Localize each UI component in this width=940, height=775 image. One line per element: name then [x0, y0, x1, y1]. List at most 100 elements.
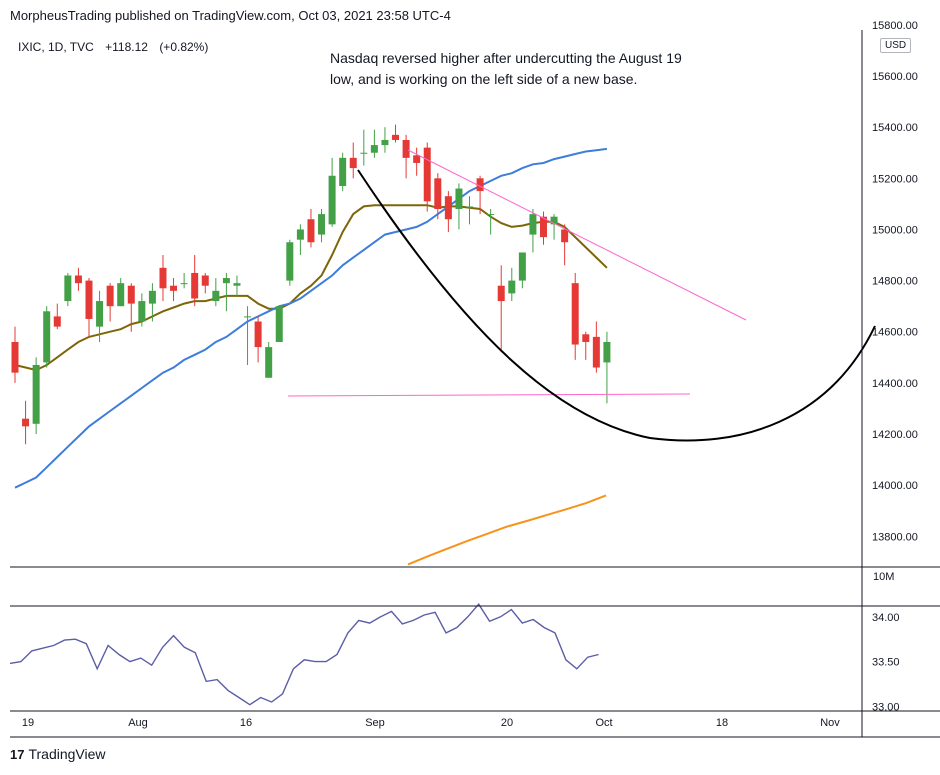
candle[interactable]	[191, 255, 199, 307]
candle[interactable]	[339, 152, 347, 192]
price-tick-label: 15000.00	[872, 224, 918, 236]
candle[interactable]	[85, 278, 93, 337]
price-tick-label: 14200.00	[872, 429, 918, 441]
date-tick-label: 20	[501, 717, 513, 729]
indicator-tick-label: 34.00	[872, 612, 900, 624]
candle[interactable]	[96, 290, 104, 342]
price-tick-label: 14400.00	[872, 378, 918, 390]
candle[interactable]	[74, 267, 82, 291]
candle[interactable]	[64, 272, 72, 307]
candle[interactable]	[423, 142, 431, 212]
candle[interactable]	[603, 331, 611, 404]
candle[interactable]	[360, 129, 368, 166]
candle[interactable]	[53, 303, 61, 330]
candle[interactable]	[254, 316, 262, 363]
moving-average-mid	[14, 147, 608, 489]
date-tick-label: 19	[22, 717, 34, 729]
base-curve	[357, 169, 876, 442]
price-tick-label: 14800.00	[872, 276, 918, 288]
publisher-header: MorpheusTrading published on TradingView…	[10, 8, 451, 23]
candle[interactable]	[32, 357, 40, 435]
candle[interactable]	[117, 278, 125, 307]
candle[interactable]	[476, 175, 484, 215]
price-change: +118.12	[105, 40, 148, 54]
candle[interactable]	[43, 306, 51, 368]
support-line	[287, 393, 691, 397]
candle[interactable]	[11, 326, 19, 383]
annotation-line-1: Nasdaq reversed higher after undercuttin…	[330, 50, 682, 66]
candle[interactable]	[244, 306, 252, 365]
candle[interactable]	[561, 224, 569, 266]
candle[interactable]	[148, 283, 156, 322]
candle[interactable]	[180, 272, 188, 289]
candle[interactable]	[571, 272, 579, 360]
tradingview-logo-icon: 17	[10, 746, 25, 762]
candle[interactable]	[540, 211, 547, 245]
date-tick-label: Sep	[365, 717, 385, 729]
candle[interactable]	[508, 267, 516, 302]
candle[interactable]	[307, 209, 315, 248]
price-tick-label: 13800.00	[872, 531, 918, 543]
moving-average-long	[407, 494, 607, 566]
symbol-info: IXIC, 1D, TVC	[18, 40, 94, 54]
candle[interactable]	[413, 147, 421, 176]
candle[interactable]	[349, 142, 357, 179]
candle[interactable]	[434, 173, 442, 220]
chart-frame	[10, 30, 940, 738]
candle[interactable]	[529, 209, 537, 253]
date-tick-label: Nov	[820, 717, 840, 729]
candle[interactable]	[466, 196, 474, 225]
indicator-tick-label: 33.00	[872, 702, 900, 714]
candle[interactable]	[402, 134, 410, 179]
date-tick-label: 16	[240, 717, 252, 729]
currency-badge[interactable]: USD	[880, 38, 912, 53]
candle[interactable]	[106, 283, 114, 322]
price-change-pct: (+0.82%)	[159, 40, 209, 54]
candle[interactable]	[201, 272, 209, 294]
resistance-trendline	[407, 149, 747, 321]
candle[interactable]	[370, 129, 378, 158]
indicator-tick-label: 33.50	[872, 657, 900, 669]
price-tick-label: 15200.00	[872, 173, 918, 185]
price-tick-label: 15800.00	[872, 20, 918, 32]
candle[interactable]	[286, 239, 294, 286]
candle[interactable]	[381, 127, 389, 153]
tradingview-brand: TradingView	[28, 746, 106, 762]
tradingview-footer[interactable]: 17 TradingView	[10, 746, 106, 762]
price-tick-label: 14000.00	[872, 480, 918, 492]
candle[interactable]	[212, 278, 220, 307]
candle[interactable]	[318, 209, 326, 243]
annotation-line-2: low, and is working on the left side of …	[330, 71, 638, 87]
candle[interactable]	[550, 214, 558, 240]
trendlines	[287, 149, 876, 442]
candle[interactable]	[497, 265, 505, 353]
candle[interactable]	[444, 191, 452, 233]
price-tick-label: 15400.00	[872, 122, 918, 134]
candle[interactable]	[127, 283, 135, 332]
candle[interactable]	[328, 157, 336, 227]
candle[interactable]	[138, 293, 146, 327]
candle[interactable]	[265, 341, 273, 378]
price-tick-label: 14600.00	[872, 327, 918, 339]
candle[interactable]	[455, 183, 463, 230]
candle[interactable]	[582, 331, 590, 360]
date-tick-label: 18	[716, 717, 728, 729]
candle[interactable]	[518, 252, 526, 289]
date-tick-label: Oct	[595, 717, 612, 729]
price-tick-label: 15600.00	[872, 71, 918, 83]
moving-average-short	[14, 204, 608, 372]
candle[interactable]	[487, 209, 495, 235]
chart-annotation: Nasdaq reversed higher after undercuttin…	[330, 48, 730, 90]
date-tick-label: Aug	[128, 717, 148, 729]
candle[interactable]	[159, 255, 167, 302]
candle[interactable]	[592, 321, 600, 373]
candle[interactable]	[222, 272, 230, 312]
candle[interactable]	[296, 224, 304, 256]
candle[interactable]	[170, 278, 178, 302]
candle[interactable]	[275, 306, 283, 342]
volume-label: 10M	[873, 571, 894, 583]
candle[interactable]	[22, 400, 30, 445]
candle[interactable]	[233, 275, 241, 296]
candle[interactable]	[392, 124, 400, 143]
